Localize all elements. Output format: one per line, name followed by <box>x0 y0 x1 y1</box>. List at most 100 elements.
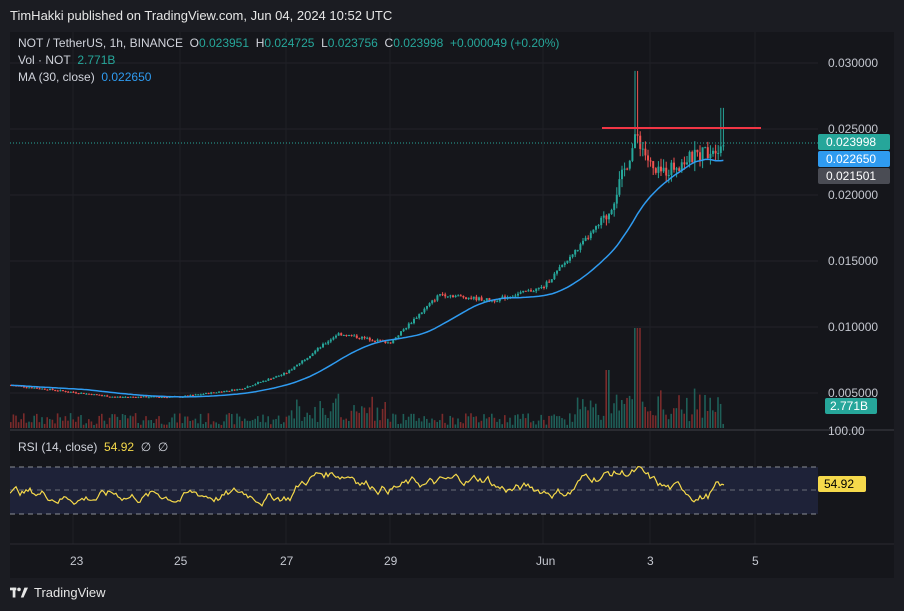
candle-body <box>116 396 119 398</box>
candle-body <box>189 394 192 397</box>
volume-bar <box>184 416 186 428</box>
volume-bar <box>602 415 605 428</box>
candle-body <box>605 215 608 220</box>
candle-body <box>69 391 72 393</box>
volume-bar <box>699 394 701 428</box>
symbol-legend[interactable]: NOT / TetherUS, 1h, BINANCE O0.023951 H0… <box>18 36 559 50</box>
candle-body <box>407 323 410 328</box>
candle-body <box>537 287 540 289</box>
symbol-name[interactable]: NOT / TetherUS, 1h, BINANCE <box>18 36 183 50</box>
candle-body <box>647 155 649 161</box>
volume-bar <box>121 414 124 428</box>
candle-body <box>322 343 324 348</box>
candle-body <box>550 279 553 283</box>
volume-bar <box>665 414 667 428</box>
candle-body <box>405 327 408 330</box>
volume-value: 2.771B <box>77 53 116 67</box>
rsi-legend[interactable]: RSI (14, close) 54.92 ∅ ∅ <box>18 440 168 454</box>
volume-bar <box>459 422 462 428</box>
time-axis[interactable]: 23 25 27 29 Jun 3 5 <box>70 554 759 568</box>
volume-bars <box>10 328 724 428</box>
candle-body <box>722 145 725 147</box>
candle-body <box>158 396 161 398</box>
candle-body <box>400 331 402 336</box>
volume-bar <box>137 422 139 428</box>
price-axis[interactable]: 0.030000 0.025000 0.020000 0.015000 0.01… <box>828 56 878 438</box>
volume-bar <box>530 422 532 428</box>
volume-bar <box>368 407 371 428</box>
volume-bar <box>670 413 672 428</box>
candle-body <box>376 339 379 342</box>
candle-body <box>327 341 330 344</box>
candle-body <box>129 396 132 398</box>
volume-bar <box>493 417 496 428</box>
candle-body <box>636 134 639 136</box>
volume-bar <box>709 397 711 428</box>
candle-body <box>340 333 343 336</box>
volume-tag <box>825 398 877 414</box>
volume-bar <box>532 420 535 428</box>
volume-bar <box>319 401 321 428</box>
volume-bar <box>467 416 470 428</box>
volume-bar <box>64 416 67 428</box>
volume-bar <box>550 415 553 428</box>
candle-body <box>420 312 423 315</box>
candle-body <box>397 335 400 338</box>
candle-body <box>194 394 197 396</box>
volume-bar <box>631 399 633 428</box>
candle-body <box>714 150 717 154</box>
volume-bar <box>192 420 194 428</box>
candle-body <box>306 357 309 360</box>
volume-bar <box>41 417 43 428</box>
volume-bar <box>103 420 106 428</box>
header-bar: TimHakki published on TradingView.com, J… <box>0 0 904 32</box>
volume-bar <box>374 420 376 428</box>
candle-body <box>353 335 356 337</box>
volume-bar <box>509 417 511 428</box>
candle-body <box>311 353 314 357</box>
candle-body <box>608 214 610 220</box>
volume-bar <box>688 421 691 428</box>
volume-bar <box>522 413 524 428</box>
volume-bar <box>233 424 236 428</box>
volume-bar <box>332 402 334 428</box>
candle-body <box>602 215 605 218</box>
candle-body <box>207 392 210 394</box>
candle-body <box>446 296 449 298</box>
tradingview-logo-icon <box>10 587 28 597</box>
volume-bar <box>384 401 386 428</box>
volume-bar <box>101 413 103 428</box>
tradingview-logo[interactable]: TradingView <box>10 585 106 600</box>
candle-body <box>699 152 701 161</box>
candle-body <box>342 335 345 337</box>
volume-bar <box>311 418 314 428</box>
candle-body <box>498 298 501 302</box>
candle-body <box>348 335 350 337</box>
candle-body <box>524 290 527 292</box>
volume-bar <box>54 423 56 428</box>
volume-bar <box>371 396 373 428</box>
volume-bar <box>639 328 641 428</box>
volume-bar <box>613 403 615 428</box>
candle-body <box>132 396 135 398</box>
candle-body <box>439 294 441 296</box>
candle-body <box>457 295 460 297</box>
candle-body <box>652 161 655 169</box>
candle-body <box>30 387 33 389</box>
volume-bar <box>267 416 269 428</box>
ma-legend[interactable]: MA (30, close) 0.022650 <box>18 70 151 84</box>
candle-body <box>38 388 41 390</box>
candle-body <box>36 387 38 389</box>
chart-canvas[interactable]: 0.030000 0.025000 0.020000 0.015000 0.01… <box>10 32 894 578</box>
candle-body <box>485 298 488 301</box>
candle-body <box>371 340 374 342</box>
volume-bar <box>392 413 394 428</box>
candle-body <box>127 396 129 398</box>
volume-legend[interactable]: Vol · NOT 2.771B <box>18 53 115 67</box>
candle-body <box>535 288 538 292</box>
volume-tag-text: 2.771B <box>830 399 868 413</box>
candle-body <box>527 290 530 292</box>
candle-body <box>267 378 270 381</box>
volume-bar <box>179 413 181 428</box>
volume-bar <box>324 414 327 428</box>
